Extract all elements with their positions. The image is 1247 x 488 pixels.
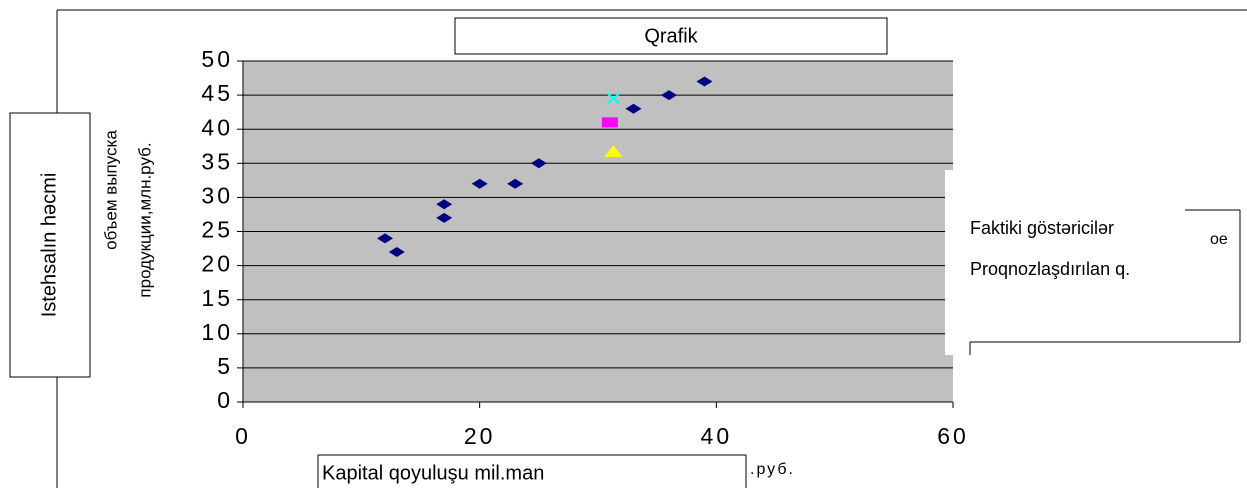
y-tick-label: 5 <box>217 353 233 379</box>
chart-title: Qrafik <box>644 25 698 47</box>
point <box>388 246 405 257</box>
y-tick-label: 10 <box>201 319 233 345</box>
legend-items: Faktiki göstəricilər Proqnozlaşdırılan q… <box>970 208 1170 320</box>
legend-entry: Faktiki göstəricilər <box>970 218 1115 238</box>
x-axis-label: Kapital qoyuluşu mil.man <box>322 462 544 484</box>
y-tick-label: 30 <box>201 182 233 208</box>
x-axis-label-suffix: .руб. <box>750 461 795 478</box>
point <box>507 178 524 189</box>
legend-background <box>945 170 1195 355</box>
point <box>696 76 713 87</box>
point <box>606 92 621 105</box>
legend-fragment: ое <box>1210 231 1228 248</box>
y-tick-label: 15 <box>201 285 233 311</box>
legend-entry: Proqnozlaşdırılan q. <box>970 259 1131 279</box>
x-tick-label: 0 <box>235 423 251 449</box>
y-tick-label: 25 <box>201 217 233 243</box>
x-label-box <box>317 454 747 488</box>
y-tick-label: 50 <box>201 46 233 72</box>
plot-area: 0 5 10 15 20 25 30 35 40 45 50 0 20 40 60 <box>201 46 969 449</box>
y-label-box <box>9 112 91 378</box>
x-tick-label: 20 <box>464 423 496 449</box>
point <box>661 90 677 101</box>
y-tick-label: 20 <box>201 251 233 277</box>
point <box>530 158 547 169</box>
x-tick-label: 60 <box>937 423 969 449</box>
legend: Faktiki göstəricilər Proqnozlaşdırılan q… <box>970 208 1170 320</box>
y-axis-label-ru: продукции,млн.руб. <box>135 142 154 297</box>
y-tick-label: 40 <box>201 114 233 140</box>
point <box>471 178 488 189</box>
y-axis-label: Istehsalın həcmi <box>38 173 60 318</box>
point <box>436 212 453 223</box>
y-tick-label: 45 <box>201 80 233 106</box>
x-tick-label: 40 <box>701 423 733 449</box>
point <box>604 145 623 158</box>
point <box>436 199 453 210</box>
y-tick-label: 35 <box>201 148 233 174</box>
point <box>625 103 642 114</box>
point <box>601 117 618 128</box>
y-axis-label-ru: объем выпуска <box>101 130 120 250</box>
y-tick-label: 0 <box>217 387 233 413</box>
title-box <box>454 17 888 55</box>
point <box>377 233 393 244</box>
